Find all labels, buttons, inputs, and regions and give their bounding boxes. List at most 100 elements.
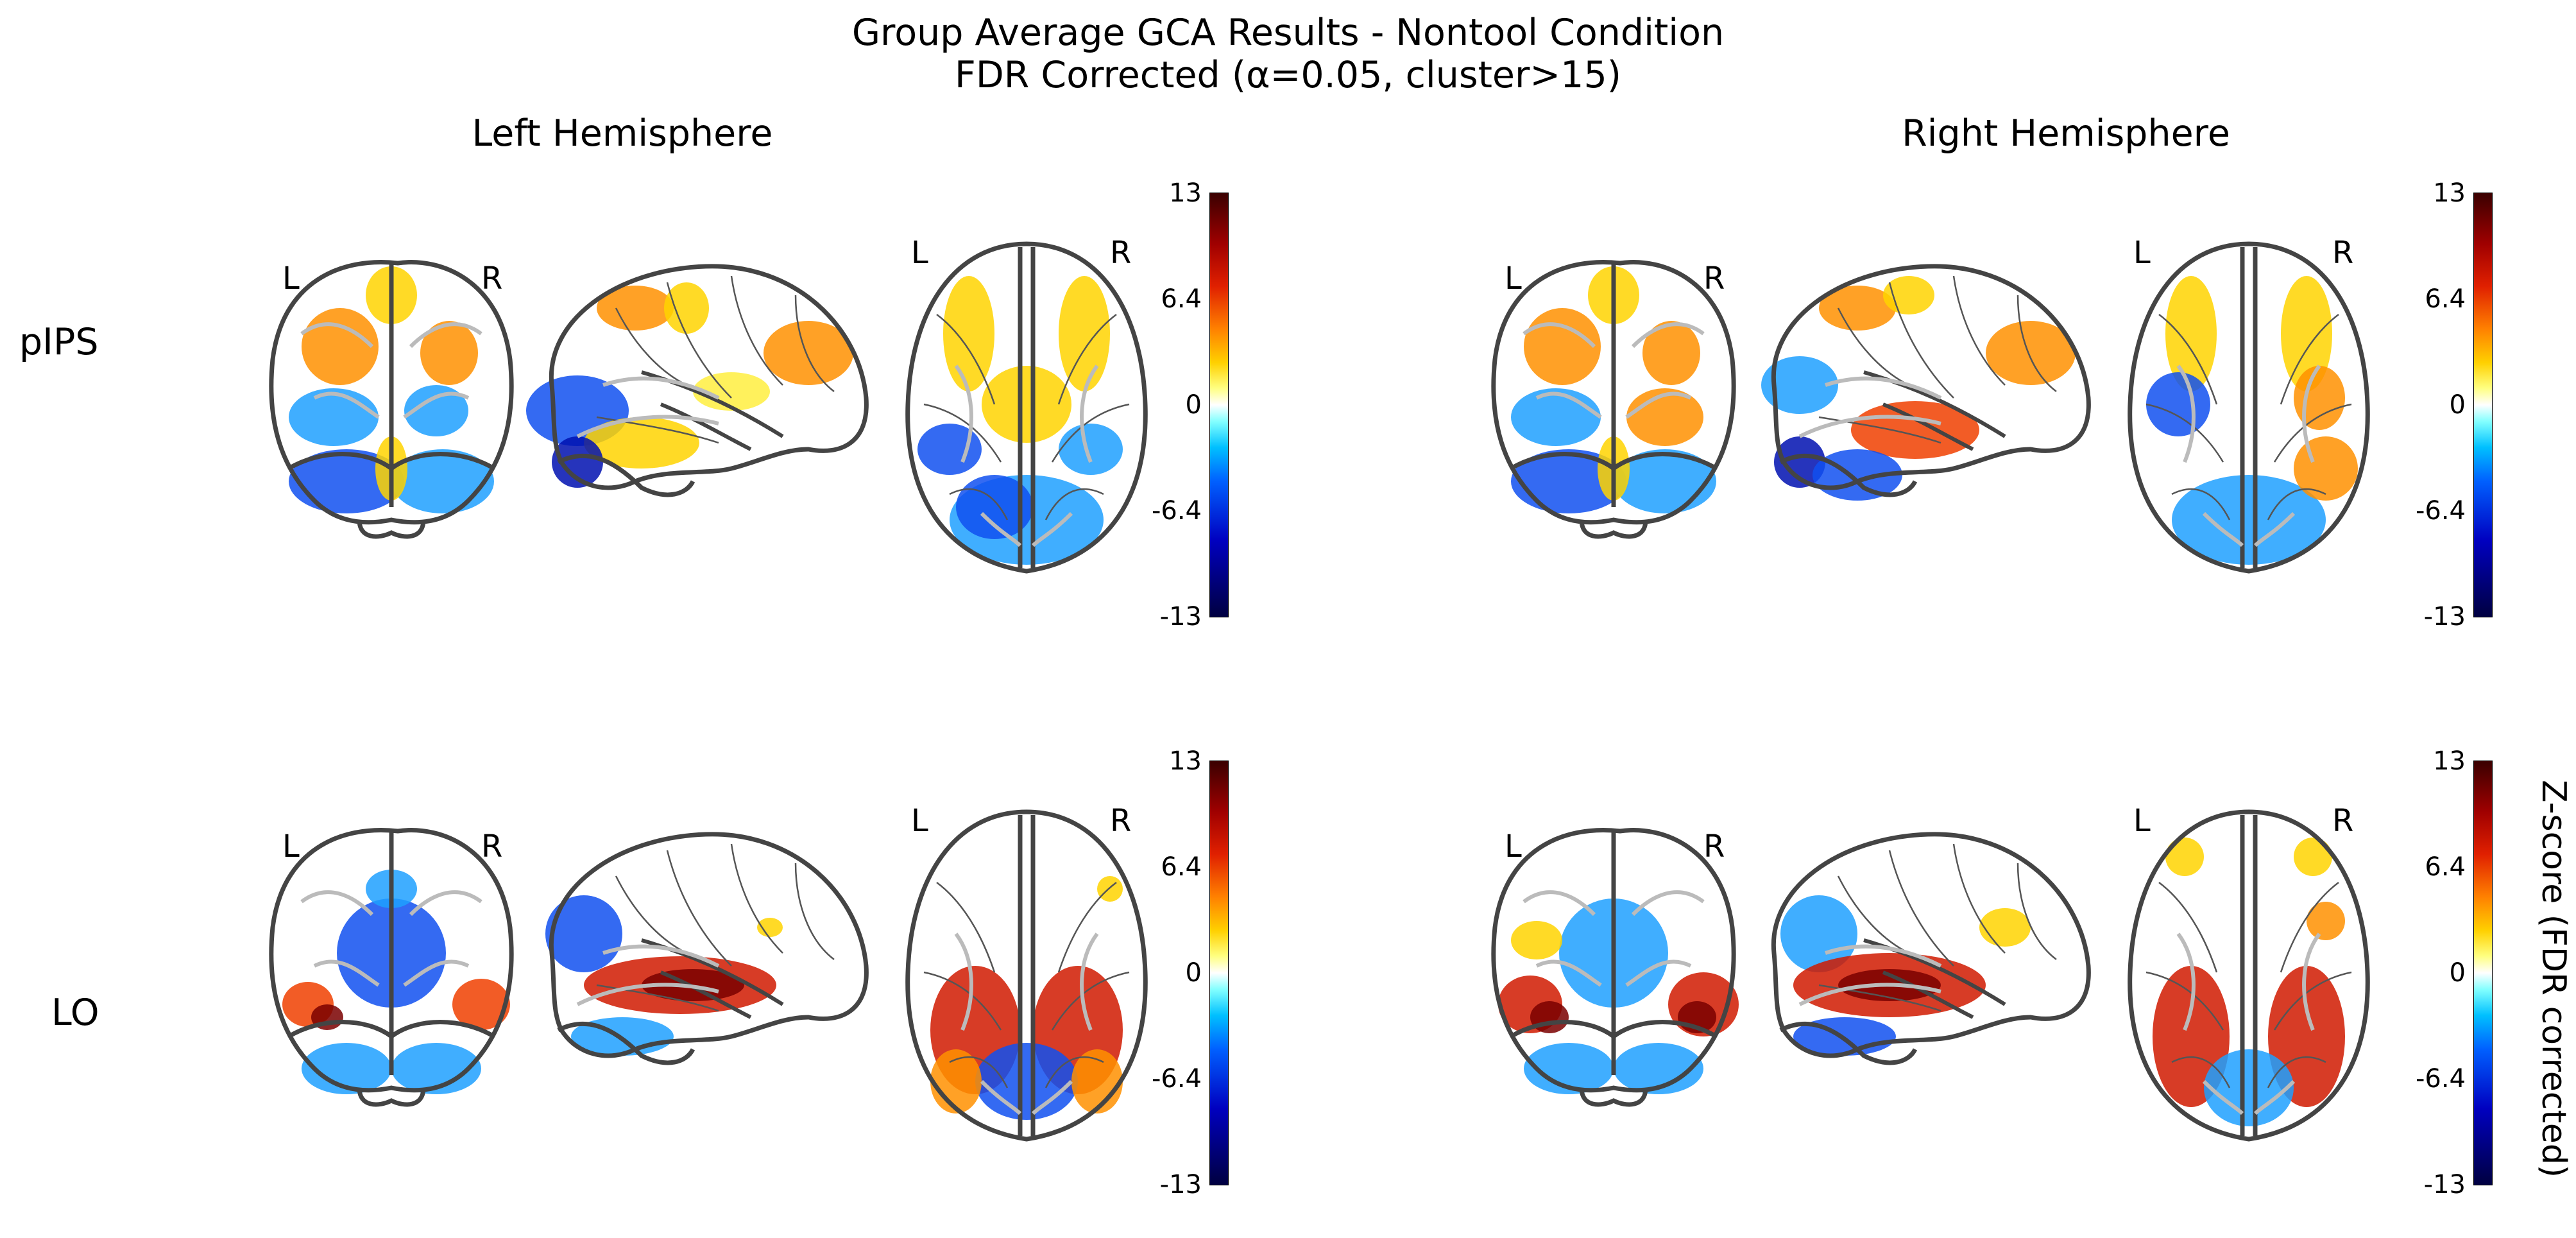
orientation-left-label: L [1505, 261, 1522, 297]
activation-blob [2294, 366, 2345, 430]
colorbar-tick-label: -13 [2423, 602, 2466, 632]
orientation-left-label: L [1505, 829, 1522, 864]
colorbar [1209, 761, 1229, 1185]
activation-blob [1059, 276, 1110, 391]
coronal-view [1491, 828, 1739, 1107]
colorbar-tick-label: -13 [1159, 602, 1202, 632]
activation-blob [545, 895, 622, 972]
activation-blob [2307, 902, 2345, 940]
glass-brain-svg: L RL R [1491, 803, 2370, 1142]
orientation-right-label: R [1703, 829, 1725, 864]
coronal-view [269, 828, 514, 1107]
activation-blob [1642, 321, 1700, 385]
activation-blob [1979, 908, 2031, 947]
column-title-right: Right Hemisphere [1902, 112, 2230, 155]
activation-blob [2294, 838, 2332, 876]
colorbar-tick-label: -6.4 [2415, 496, 2466, 526]
colorbar-tick-label: 0 [1185, 390, 1202, 420]
activation-blob [1883, 276, 1934, 314]
activation-blob [289, 388, 379, 446]
activation-blob [597, 286, 674, 331]
glass-brain-svg: L RL R [1491, 235, 2370, 574]
colorbar [2473, 761, 2493, 1185]
colorbar-tick-label: -13 [2423, 1170, 2466, 1199]
figure-subtitle: FDR Corrected (α=0.05, cluster>15) [955, 54, 1621, 96]
activation-blob [943, 276, 994, 391]
colorbar-label: Z-score (FDR corrected) [2534, 780, 2573, 1178]
orientation-right-label: R [481, 829, 502, 864]
activation-blob [1614, 449, 1716, 513]
glass-brain-svg: L RL R [269, 235, 1148, 574]
row-label-lo: LO [51, 992, 99, 1034]
orientation-right-label: R [1110, 803, 1131, 839]
activation-blob [757, 918, 783, 937]
colorbar [1209, 193, 1229, 617]
coronal-view [1491, 260, 1736, 539]
activation-blob [2172, 475, 2326, 565]
activation-blob [1097, 876, 1123, 902]
activation-blob [302, 308, 379, 385]
activation-blob [452, 979, 510, 1030]
orientation-left-label: L [2133, 235, 2151, 271]
colorbar [2473, 193, 2493, 617]
activation-blob [1511, 921, 1562, 959]
activation-blob [763, 321, 853, 385]
activation-blob [693, 372, 770, 411]
colorbar-tick-label: 6.4 [2425, 852, 2466, 882]
colorbar-tick-label: -6.4 [1151, 1064, 1202, 1094]
orientation-right-label: R [481, 261, 502, 297]
orientation-left-label: L [282, 829, 300, 864]
colorbar-tick-label: 13 [1169, 746, 1202, 776]
colorbar-tick-label: 6.4 [1161, 852, 1202, 882]
orientation-right-label: R [1110, 235, 1131, 271]
coronal-view [269, 260, 514, 539]
activation-blob [391, 1043, 481, 1094]
colorbar-tick-label: -13 [1159, 1170, 1202, 1199]
activation-blob [1524, 308, 1601, 385]
axial-view [2128, 809, 2370, 1142]
activation-blob [2165, 276, 2217, 391]
sagittal-view [545, 832, 869, 1065]
activation-blob [982, 366, 1071, 443]
sagittal-view [526, 264, 869, 497]
activation-blob [1780, 895, 1857, 972]
activation-blob [1059, 424, 1123, 475]
activation-blob [391, 449, 494, 513]
activation-blob [1819, 286, 1896, 331]
activation-blob [2146, 372, 2210, 436]
activation-blob [956, 475, 1033, 539]
colorbar-tick-label: 0 [2449, 958, 2466, 988]
sagittal-view [1761, 264, 2091, 501]
colorbar-tick-label: 0 [1185, 958, 1202, 988]
activation-blob [2165, 838, 2204, 876]
colorbar-tick-label: 13 [1169, 178, 1202, 208]
activation-blob [404, 385, 468, 436]
colorbar-tick-label: -6.4 [2415, 1064, 2466, 1094]
orientation-left-label: L [282, 261, 300, 297]
sagittal-view [1771, 832, 2091, 1065]
activation-blob [1524, 1043, 1614, 1094]
activation-blob [2281, 276, 2332, 391]
orientation-right-label: R [2332, 235, 2353, 271]
activation-blob [1626, 388, 1703, 446]
activation-blob [1511, 449, 1626, 513]
colorbar-tick-label: 13 [2433, 746, 2466, 776]
axial-view [2128, 241, 2370, 574]
activation-blob [1530, 1001, 1569, 1033]
activation-blob [664, 282, 709, 334]
figure-title: Group Average GCA Results - Nontool Cond… [851, 12, 1725, 54]
activation-blob [552, 436, 603, 488]
activation-blob [302, 1043, 391, 1094]
axial-view [905, 241, 1148, 574]
colorbar-tick-label: 6.4 [1161, 284, 1202, 314]
colorbar-tick-label: 6.4 [2425, 284, 2466, 314]
activation-blob [1986, 321, 2076, 385]
colorbar-tick-label: 0 [2449, 390, 2466, 420]
activation-blob [1761, 356, 1838, 414]
activation-blob [289, 449, 404, 513]
activation-blob [420, 321, 478, 385]
